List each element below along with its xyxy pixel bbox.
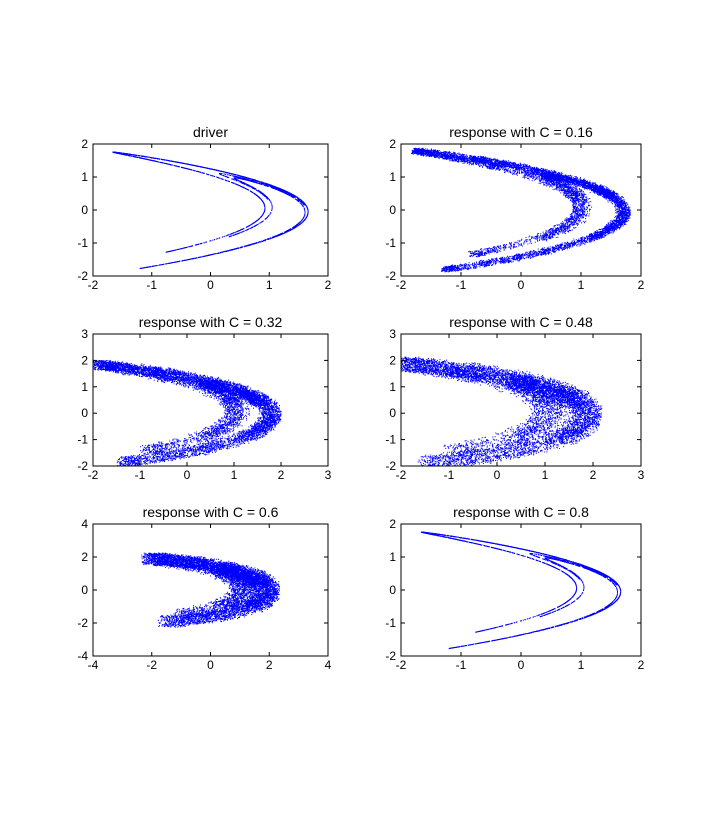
y-tick-label: -1 [385, 616, 396, 630]
subplot-title: driver [193, 124, 228, 140]
x-tick-label: 0 [207, 278, 214, 292]
subplot-3: response with C = 0.32 -2 -1 0 1 2 3 -2 -1 0 1 2 3 [77, 314, 331, 482]
x-tick-label: 2 [278, 468, 285, 482]
y-tick-label: 2 [81, 137, 88, 151]
y-tick-label: -4 [77, 649, 88, 663]
y-tick-label: -2 [385, 459, 396, 473]
y-tick-label: 0 [389, 406, 396, 420]
x-tick-label: 2 [325, 278, 332, 292]
y-tick-label: 0 [389, 583, 396, 597]
x-tick-label: 2 [638, 658, 645, 672]
x-tick-label: -1 [456, 658, 467, 672]
subplot-title: response with C = 0.8 [453, 504, 589, 520]
x-tick-label: 0 [518, 658, 525, 672]
y-tick-label: -2 [385, 269, 396, 283]
x-tick-label: -1 [444, 468, 455, 482]
y-tick-label: 0 [389, 203, 396, 217]
subplot-6: response with C = 0.8 -2 -1 0 1 2 -2 -1 0 1 2 [385, 504, 644, 672]
y-tick-label: 1 [389, 170, 396, 184]
scatter-points [401, 356, 603, 466]
x-tick-label: 1 [542, 468, 549, 482]
y-tick-label: -2 [77, 269, 88, 283]
y-tick-label: -1 [385, 433, 396, 447]
y-tick-label: -2 [77, 616, 88, 630]
y-tick-label: 2 [81, 353, 88, 367]
x-tick-label: -2 [146, 658, 157, 672]
y-tick-label: 1 [389, 380, 396, 394]
x-tick-label: -2 [88, 468, 99, 482]
subplot-5: response with C = 0.6 -4 -2 0 2 4 -4 -2 0 2 4 [77, 504, 331, 672]
y-tick-label: 3 [81, 327, 88, 341]
y-tick-label: 1 [389, 550, 396, 564]
scatter-points [420, 531, 622, 650]
subplot-2: response with C = 0.16 -2 -1 0 1 2 -2 -1 0 1 2 [385, 124, 644, 292]
y-tick-label: -2 [385, 649, 396, 663]
scatter-points [93, 359, 282, 466]
x-tick-label: -2 [396, 278, 407, 292]
x-tick-label: 1 [266, 278, 273, 292]
scatter-series [93, 359, 282, 466]
x-tick-label: 3 [638, 468, 645, 482]
y-tick-label: 2 [389, 517, 396, 531]
x-tick-label: -2 [396, 468, 407, 482]
subplot-4: response with C = 0.48 -2 -1 0 1 2 3 -2 -1 0 1 2 3 [385, 314, 644, 482]
axes-frame [92, 143, 329, 277]
x-tick-label: -1 [456, 278, 467, 292]
x-tick-label: 4 [325, 658, 332, 672]
y-tick-label: 1 [81, 380, 88, 394]
y-tick-label: 3 [389, 327, 396, 341]
y-tick-label: 0 [81, 406, 88, 420]
x-tick-label: -2 [88, 278, 99, 292]
x-tick-label: 0 [518, 278, 525, 292]
x-tick-label: 1 [578, 278, 585, 292]
scatter-points [141, 552, 280, 628]
x-tick-label: 2 [638, 278, 645, 292]
axes-frame [400, 333, 642, 467]
x-tick-label: -4 [88, 658, 99, 672]
y-tick-label: 2 [81, 550, 88, 564]
y-tick-label: 0 [81, 583, 88, 597]
y-tick-label: -2 [77, 459, 88, 473]
scatter-series [141, 552, 280, 628]
subplot-title: response with C = 0.48 [449, 314, 593, 330]
subplot-title: response with C = 0.32 [139, 314, 283, 330]
subplot-title: response with C = 0.16 [449, 124, 593, 140]
scatter-series [411, 147, 631, 273]
scatter-series [401, 356, 603, 466]
y-tick-label: 4 [81, 517, 88, 531]
axes-frame [400, 523, 642, 657]
x-tick-label: -1 [146, 278, 157, 292]
scatter-series [420, 531, 622, 650]
y-tick-label: 0 [81, 203, 88, 217]
x-tick-label: 0 [184, 468, 191, 482]
x-tick-label: -2 [396, 658, 407, 672]
axes-frame [92, 523, 329, 657]
y-tick-label: 2 [389, 137, 396, 151]
scatter-points [112, 151, 309, 270]
axes-frame [92, 333, 329, 467]
x-tick-label: 0 [207, 658, 214, 672]
y-tick-label: -1 [77, 236, 88, 250]
x-tick-label: -1 [135, 468, 146, 482]
subplot-title: response with C = 0.6 [143, 504, 279, 520]
x-tick-label: 0 [494, 468, 501, 482]
x-tick-label: 2 [590, 468, 597, 482]
x-tick-label: 3 [325, 468, 332, 482]
y-tick-label: 2 [389, 353, 396, 367]
y-tick-label: -1 [77, 433, 88, 447]
scatter-series [112, 151, 309, 270]
x-tick-label: 1 [578, 658, 585, 672]
x-tick-label: 2 [266, 658, 273, 672]
x-tick-label: 1 [231, 468, 238, 482]
scatter-points [411, 147, 631, 273]
y-tick-label: -1 [385, 236, 396, 250]
y-tick-label: 1 [81, 170, 88, 184]
subplot-1: driver -2 -1 0 1 2 -2 -1 0 1 2 [77, 124, 331, 292]
